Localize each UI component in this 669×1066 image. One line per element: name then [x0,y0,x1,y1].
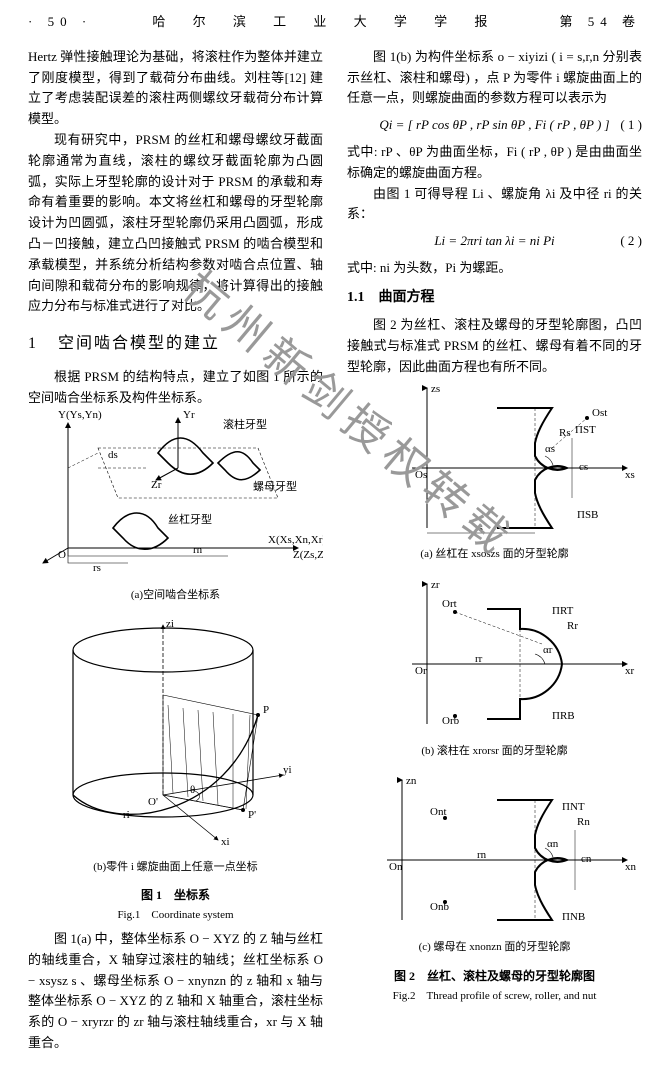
fig2b-Rr: Rr [567,620,578,632]
fig2-cn: 图 2 丝杠、滚柱及螺母的牙型轮廓图 [347,967,642,986]
fig2b-Orb: Orb [442,715,460,727]
r-para-3: 由图 1 可得导程 Li 、螺旋角 λi 及中径 ri 的关系： [347,184,642,226]
fig2b-alpha: αr [543,644,553,656]
fig1-cn: 图 1 坐标系 [28,886,323,905]
volume: 第 54 卷 [559,12,641,33]
axis-Y-label: Y(Ys,Yn) [58,409,102,421]
fig2b-PiRB: ΠRB [552,710,575,722]
figure-1-caption: 图 1 坐标系 Fig.1 Coordinate system [28,886,323,925]
journal-name: 哈 尔 滨 工 业 大 学 学 报 [152,12,499,33]
para-2: 现有研究中，PRSM 的丝杠和螺母螺纹牙截面轮廓通常为直线，滚柱的螺纹牙截面轮廓… [28,130,323,317]
fig2a-Ost: Ost [592,407,607,419]
eq1-num: ( 1 ) [620,115,642,136]
fig1b-caption: (b)零件 i 螺旋曲面上任意一点坐标 [28,859,323,877]
fig2-en: Fig.2 Thread profile of screw, roller, a… [347,988,642,1006]
fig1b-ri: ri [123,809,130,821]
fig1a-caption: (a)空间啮合坐标系 [28,587,323,605]
fig2b-Or: Or [415,665,427,677]
section-1-num: 1 [28,335,38,352]
para-1: Hertz 弹性接触理论为基础，将滚柱作为整体并建立了刚度模型，得到了载荷分布曲… [28,47,323,130]
fig2c-cn: cn [581,853,592,865]
fig2a-Os: Os [415,469,427,481]
fig1b-x: xi [221,836,230,848]
axis-Yr-label: Yr [183,409,195,421]
fig2b-rr: rr [475,653,483,665]
subsection-1-1: 1.1 曲面方程 [347,287,642,309]
ds-label: ds [108,449,118,461]
r-para-1: 图 1(b) 为构件坐标系 o − xiyizi ( i = s,r,n 分别表… [347,47,642,109]
eq1-body: Qi = [ rP cos θP , rP sin θP , Fi ( rP ,… [379,115,609,136]
section-1-title: 1 空间啮合模型的建立 [28,331,323,357]
fig2a-rs: rs [475,522,483,534]
figure-1a: Y(Ys,Yn) Yr 滚柱牙型 螺母牙型 丝杠牙型 X(Xs,Xn,Xr) Z… [28,408,323,578]
left-column: Hertz 弹性接触理论为基础，将滚柱作为整体并建立了刚度模型，得到了载荷分布曲… [28,47,323,1054]
fig1a-sigang: 丝杠牙型 [168,512,212,526]
eq2-body: Li = 2πri tan λi = ni Pi [434,231,554,252]
para-4: 图 1(a) 中，整体坐标系 O − XYZ 的 Z 轴与丝杠的轴线重合，X 轴… [28,929,323,1054]
fig2c-rn: rn [477,849,487,861]
page-number: · 50 · [28,12,92,33]
fig1b-Pp: P' [248,809,256,821]
fig2a-xs: xs [625,469,635,481]
two-column-layout: Hertz 弹性接触理论为基础，将滚柱作为整体并建立了刚度模型，得到了载荷分布曲… [28,47,641,1054]
fig2c-On: On [389,861,403,873]
axis-Z2-label: Z(Zs,Zn) [293,549,323,561]
eq2-num: ( 2 ) [620,231,642,252]
fig2c-alpha: αn [547,838,559,850]
fig2a-cs: cs [579,461,588,473]
figure-2b: zr xr Or Ort Orb ΠRT ΠRB Rr αr rr [347,574,642,734]
r-para-5: 图 2 为丝杠、滚柱及螺母的牙型轮廓图，凸凹接触式与标准式 PRSM 的丝杠、螺… [347,315,642,377]
fig1b-z: zi [166,618,174,630]
fig2a-PiST: ΠST [575,424,596,436]
rs-label: rs [93,562,101,574]
fig2c-PiNT: ΠNT [562,801,585,813]
fig2b-PiRT: ΠRT [552,605,574,617]
fig2a-zs: zs [431,383,440,395]
fig2a-alpha: αs [545,443,555,455]
fig1a-luomu: 螺母牙型 [253,479,297,493]
figure-1b: zi yi xi O' P P' θ ri [28,615,323,850]
origin-O: O [58,549,66,561]
equation-1: Qi = [ rP cos θP , rP sin θP , Fi ( rP ,… [347,115,642,136]
fig2b-zr: zr [431,579,440,591]
page-header: · 50 · 哈 尔 滨 工 业 大 学 学 报 第 54 卷 [28,12,641,33]
axis-X-label: X(Xs,Xn,Xr) [268,534,323,546]
fig2c-Rn: Rn [577,816,590,828]
fig2c-Ont: Ont [430,806,447,818]
fig2c-Onb: Onb [430,901,449,913]
fig2a-Rs: Rs [559,427,571,439]
fig2c-PiNB: ΠNB [562,911,585,923]
fig1b-y: yi [283,764,292,776]
rn-label: rn [193,544,203,556]
figure-2c: zn xn On Ont Onb ΠNT ΠNB Rn αn rn cn [347,770,642,930]
fig2b-caption: (b) 滚柱在 xrorsr 面的牙型轮廓 [347,743,642,761]
figure-2-caption: 图 2 丝杠、滚柱及螺母的牙型轮廓图 Fig.2 Thread profile … [347,967,642,1006]
r-para-2: 式中: rP 、θP 为曲面坐标，Fi ( rP , θP ) 是由曲面坐标确定… [347,142,642,184]
fig2b-Ort: Ort [442,598,457,610]
fig2a-PiSB: ΠSB [577,509,598,521]
fig1a-gunzhu: 滚柱牙型 [223,417,267,431]
fig1b-O: O' [148,796,158,808]
equation-2: Li = 2πri tan λi = ni Pi ( 2 ) [347,231,642,252]
fig2b-xr: xr [625,665,635,677]
axis-Zr-label: Zr [151,479,162,491]
fig1-en: Fig.1 Coordinate system [28,907,323,925]
figure-2a: zs xs Os Ost ΠST ΠSB Rs αs rs cs [347,378,642,538]
fig1b-P: P [263,704,269,716]
section-1-text: 空间啮合模型的建立 [58,335,220,352]
para-3: 根据 PRSM 的结构特点，建立了如图 1 所示的空间啮合坐标系及构件坐标系。 [28,367,323,409]
right-column: 图 1(b) 为构件坐标系 o − xiyizi ( i = s,r,n 分别表… [347,47,642,1054]
fig2a-caption: (a) 丝杠在 xsoszs 面的牙型轮廓 [347,546,642,564]
fig2c-caption: (c) 螺母在 xnonzn 面的牙型轮廓 [347,939,642,957]
fig1b-theta: θ [190,784,195,796]
fig2c-zn: zn [406,775,417,787]
r-para-4: 式中: ni 为头数，Pi 为螺距。 [347,258,642,279]
fig2c-xn: xn [625,861,637,873]
